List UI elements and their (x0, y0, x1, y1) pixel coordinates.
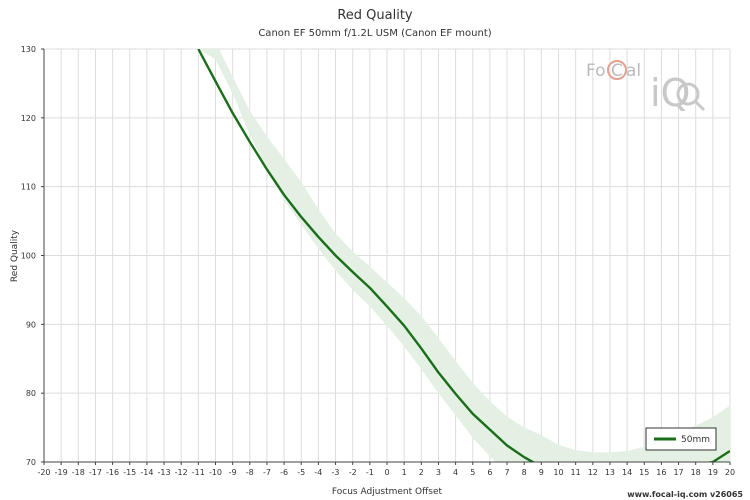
legend-box (645, 427, 717, 451)
x-tick-label: 8 (522, 468, 527, 477)
x-tick-label: -8 (246, 468, 254, 477)
x-tick-label: 16 (656, 468, 666, 477)
y-tick-label: 100 (21, 252, 36, 261)
y-tick-label: 70 (26, 458, 36, 467)
x-tick-label: 19 (708, 468, 718, 477)
x-tick-label: -14 (140, 468, 153, 477)
x-tick-label: -5 (297, 468, 305, 477)
axes: -20 -19 -18 -17 -16 -15 -14 -13 -12 -11 -10 -9 -8 -7-… (21, 45, 735, 477)
logo-text-fo: Fo (586, 61, 606, 81)
x-tick-label: 0 (384, 468, 389, 477)
x-tick-label: 12 (588, 468, 598, 477)
x-tick-label: -20 (37, 468, 50, 477)
logo-circle-icon (607, 60, 627, 80)
x-tick-label: 18 (691, 468, 701, 477)
logo-magnifier-handle (693, 99, 706, 112)
x-tick-label: -11 (192, 468, 205, 477)
logo-magnifier-icon (676, 82, 700, 106)
legend: 50mm (645, 427, 717, 451)
legend-label-50mm: 50mm (681, 435, 710, 445)
x-tick-label: -17 (89, 468, 102, 477)
x-tick-label: 9 (539, 468, 544, 477)
x-tick-label: 11 (571, 468, 581, 477)
x-tick-label: -12 (175, 468, 188, 477)
x-tick-label: 6 (487, 468, 492, 477)
x-tick-label: -7 (263, 468, 271, 477)
series-layer (197, 49, 730, 462)
y-tick-label: 130 (21, 45, 36, 54)
logo-text-al: al (626, 61, 641, 81)
x-tick-label: 14 (622, 468, 632, 477)
focal-iq-logo: Fo C al iQ (586, 60, 706, 115)
x-tick-label: 2 (419, 468, 424, 477)
y-tick-label: 80 (26, 389, 36, 398)
grid (43, 48, 731, 463)
x-tick-label: -15 (123, 468, 136, 477)
logo-text-iq: iQ (650, 71, 690, 115)
x-axis-label: Focus Adjustment Offset (332, 487, 443, 497)
x-tick-label: -19 (55, 468, 68, 477)
x-tick-label: 7 (505, 468, 510, 477)
x-tick-label: 15 (639, 468, 649, 477)
x-tick-label: -1 (366, 468, 374, 477)
y-tick-label: 120 (21, 114, 36, 123)
chart-title: Red Quality (337, 8, 413, 23)
x-tick-label: 1 (402, 468, 407, 477)
footer-credit: www.focal-iq.com v26065 (627, 490, 743, 499)
x-tick-label: 5 (470, 468, 475, 477)
x-tick-label: -4 (314, 468, 322, 477)
x-tick-label: 13 (605, 468, 615, 477)
x-tick-label: 3 (436, 468, 441, 477)
x-tick-label: -10 (209, 468, 222, 477)
x-tick-label: 20 (725, 468, 735, 477)
y-axis-label: Red Quality (10, 229, 20, 282)
x-tick-label: -9 (229, 468, 237, 477)
series-line-0 (197, 49, 730, 462)
chart-subtitle: Canon EF 50mm f/1.2L USM (Canon EF mount… (258, 28, 491, 39)
x-tick-label: -13 (158, 468, 171, 477)
x-tick-label: 17 (673, 468, 683, 477)
x-tick-label: 10 (553, 468, 563, 477)
confidence-band-layer (198, 49, 730, 462)
y-tick-label: 110 (21, 183, 36, 192)
logo-text-c: C (611, 61, 623, 81)
x-tick-label: -6 (280, 468, 288, 477)
y-tick-label: 90 (26, 320, 36, 329)
x-tick-label: -18 (72, 468, 85, 477)
confidence-band-0 (198, 49, 730, 462)
x-tick-label: 4 (453, 468, 458, 477)
x-tick-label: -2 (349, 468, 357, 477)
x-tick-label: -16 (106, 468, 119, 477)
x-tick-label: -3 (332, 468, 340, 477)
